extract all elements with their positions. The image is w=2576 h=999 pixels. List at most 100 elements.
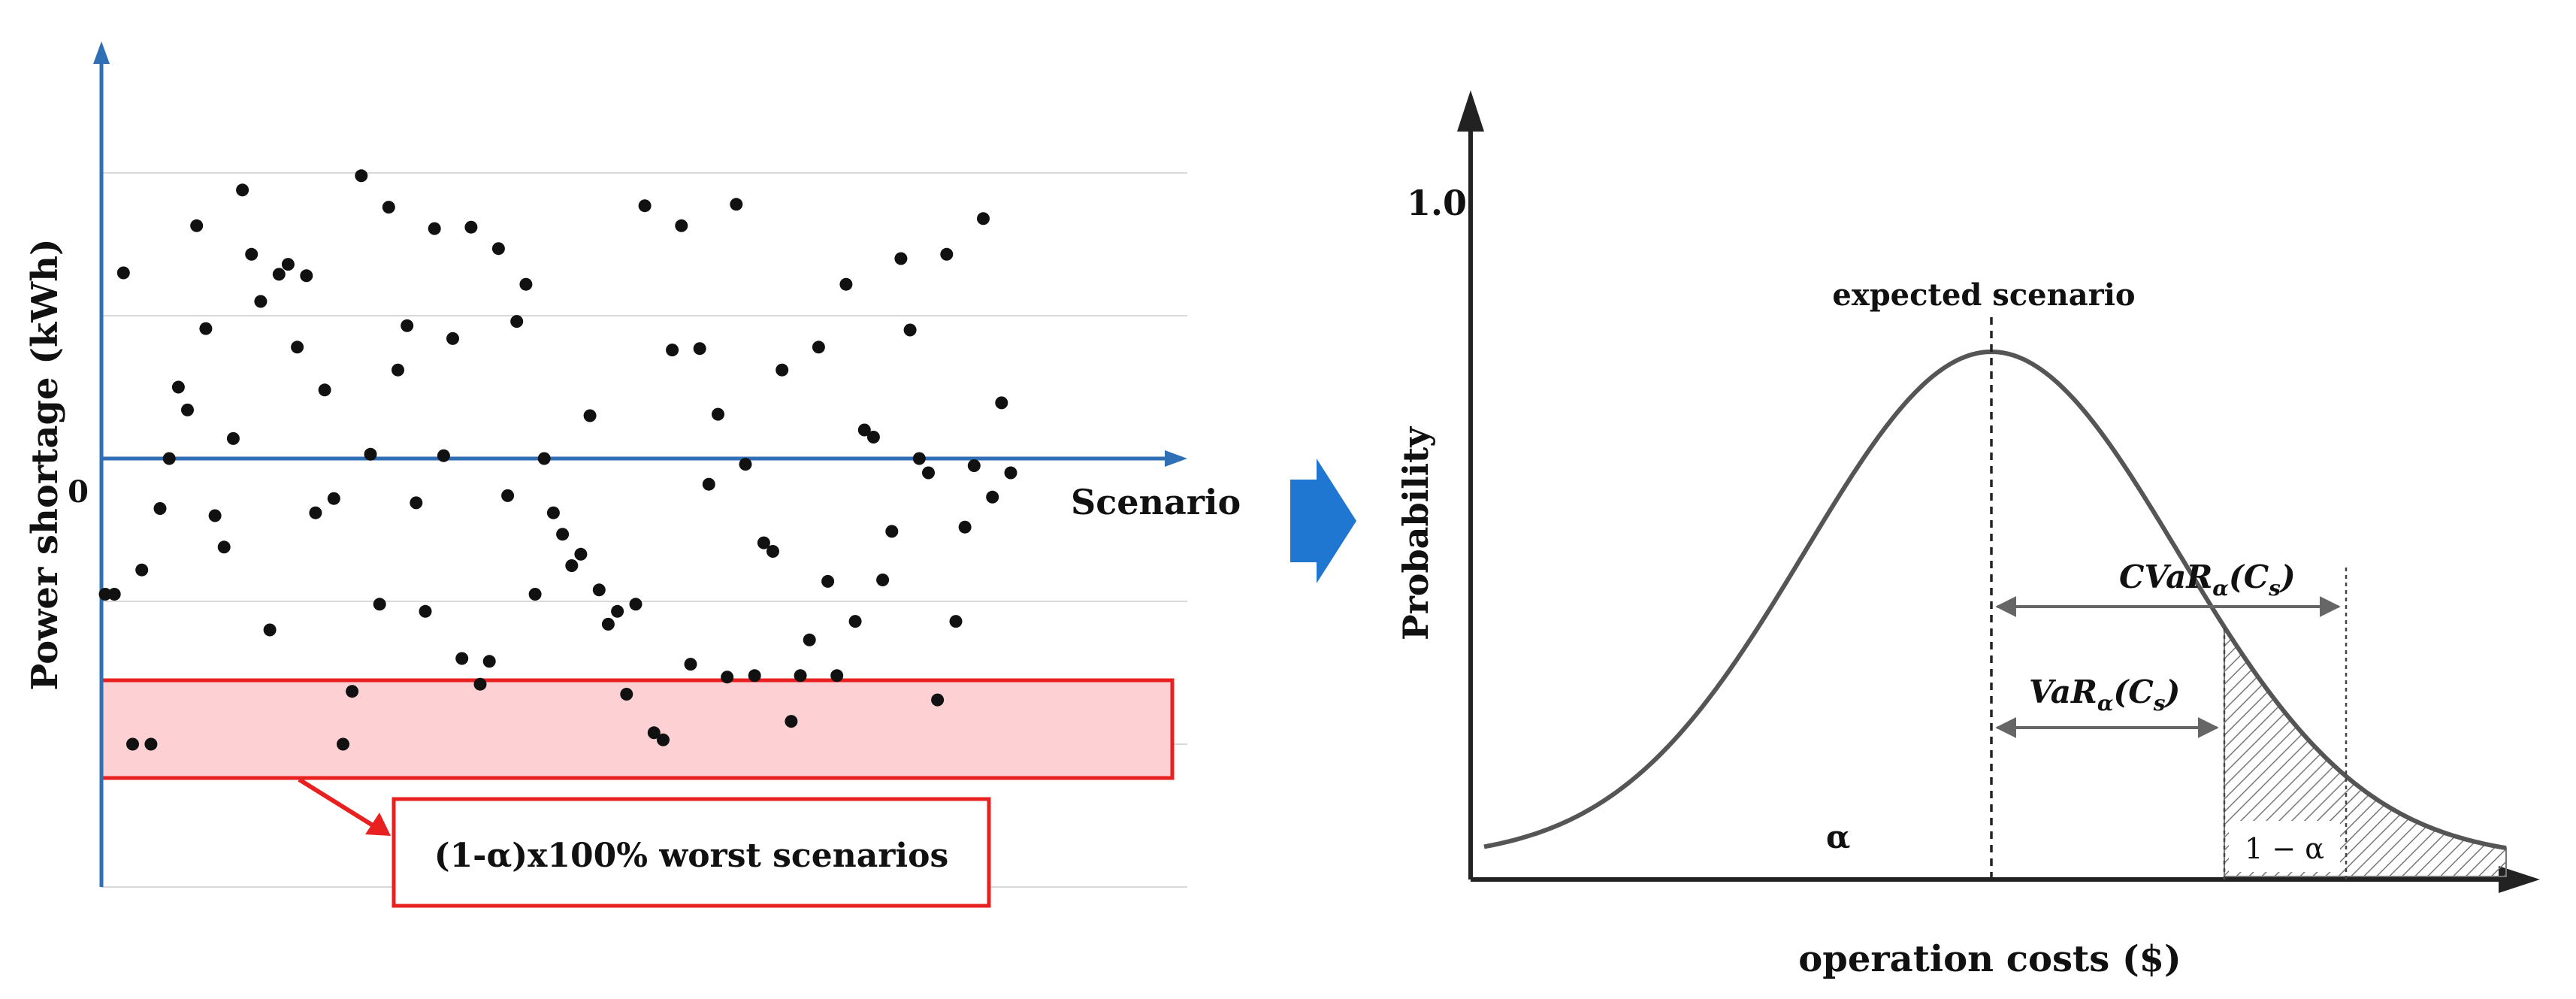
prob-x-axis-arrowhead bbox=[2499, 866, 2540, 893]
scatter-point-67 bbox=[702, 477, 715, 491]
worst-scenarios-band bbox=[99, 678, 1175, 780]
scatter-point-42 bbox=[473, 677, 487, 691]
scatter-point-94 bbox=[949, 615, 963, 628]
scatter-point-76 bbox=[785, 715, 798, 728]
scatter-point-8 bbox=[162, 452, 176, 465]
scatter-point-75 bbox=[776, 363, 789, 377]
scatter-point-19 bbox=[263, 623, 277, 637]
scatter-point-68 bbox=[712, 407, 724, 421]
scatter-point-9 bbox=[171, 380, 185, 394]
scatter-point-35 bbox=[410, 496, 423, 510]
scatter-point-59 bbox=[629, 598, 642, 611]
scatter-point-63 bbox=[666, 344, 679, 357]
expected-scenario-label: expected scenario bbox=[1832, 277, 2135, 313]
scatter-point-27 bbox=[337, 737, 349, 751]
scatter-point-77 bbox=[794, 669, 807, 683]
transition-arrow bbox=[1290, 459, 1356, 583]
scatter-point-82 bbox=[839, 277, 853, 291]
scatter-point-28 bbox=[346, 685, 359, 698]
scatter-point-83 bbox=[848, 615, 862, 628]
scatter-point-2 bbox=[107, 588, 121, 601]
prob-y-axis-arrowhead bbox=[1457, 90, 1484, 132]
scatter-point-30 bbox=[364, 447, 377, 461]
scatter-point-52 bbox=[565, 559, 579, 572]
scatter-point-14 bbox=[217, 540, 231, 554]
scatter-point-1 bbox=[98, 588, 112, 601]
scatter-points bbox=[98, 169, 1017, 751]
scatter-point-91 bbox=[922, 466, 935, 480]
scatter-point-47 bbox=[519, 277, 533, 291]
scatter-point-84 bbox=[857, 423, 871, 437]
y-tick-label: 1.0 bbox=[1407, 183, 1467, 223]
scatter-point-29 bbox=[355, 169, 368, 183]
scatter-point-89 bbox=[903, 323, 917, 337]
scatter-point-13 bbox=[208, 509, 222, 522]
scatter-point-57 bbox=[611, 604, 624, 618]
scatter-point-66 bbox=[693, 342, 706, 356]
scatter-point-78 bbox=[803, 633, 816, 646]
tail-label: 1 − α bbox=[2245, 832, 2324, 865]
scatter-point-54 bbox=[583, 409, 597, 422]
y-axis-arrowhead bbox=[93, 41, 110, 64]
scatter-point-86 bbox=[876, 574, 890, 586]
scatter-point-3 bbox=[116, 266, 130, 280]
scatter-point-95 bbox=[958, 520, 972, 534]
scatter-point-96 bbox=[967, 459, 981, 472]
scatter-point-20 bbox=[272, 268, 286, 281]
distribution-panel: 1.0 Probability operation costs ($) expe… bbox=[1395, 90, 2540, 980]
scatter-point-36 bbox=[419, 604, 432, 618]
scatter-point-25 bbox=[318, 383, 331, 397]
callout-arrowhead bbox=[365, 813, 391, 836]
scatter-point-48 bbox=[528, 588, 542, 601]
scatter-point-24 bbox=[309, 506, 322, 519]
scatter-point-4 bbox=[126, 737, 139, 751]
scatter-point-12 bbox=[199, 322, 213, 335]
scatter-point-92 bbox=[931, 693, 945, 707]
scatter-point-45 bbox=[501, 489, 515, 502]
scatter-point-17 bbox=[245, 247, 259, 261]
scatter-point-74 bbox=[766, 545, 779, 558]
scatter-point-40 bbox=[455, 652, 469, 665]
scatter-point-22 bbox=[291, 341, 304, 354]
scatter-point-51 bbox=[556, 528, 570, 541]
scatter-point-23 bbox=[300, 269, 313, 283]
scatter-point-100 bbox=[1004, 466, 1017, 480]
scatter-point-7 bbox=[153, 502, 167, 515]
alpha-label: α bbox=[1826, 819, 1850, 855]
scatter-point-93 bbox=[940, 247, 954, 261]
scatter-panel: 0 Scenario Power shortage (kWh) (1-α)x10… bbox=[24, 41, 1241, 908]
scatter-point-70 bbox=[730, 198, 743, 211]
scatter-point-56 bbox=[601, 617, 615, 631]
scatter-point-80 bbox=[821, 574, 835, 588]
prob-y-axis-label: Probability bbox=[1395, 426, 1436, 640]
cvar-label: CVaRα(Cs) bbox=[2119, 559, 2296, 601]
y-axis-label: Power shortage (kWh) bbox=[24, 238, 66, 690]
scatter-point-41 bbox=[464, 220, 478, 234]
scatter-point-43 bbox=[482, 655, 496, 668]
var-label: VaRα(Cs) bbox=[2029, 674, 2180, 716]
scatter-point-32 bbox=[382, 201, 395, 214]
scatter-point-55 bbox=[592, 583, 606, 597]
scatter-point-72 bbox=[748, 669, 761, 683]
scatter-point-10 bbox=[181, 403, 194, 416]
tail-label-box bbox=[2229, 821, 2340, 872]
scatter-point-11 bbox=[190, 219, 204, 232]
scatter-point-64 bbox=[675, 219, 688, 232]
scatter-point-87 bbox=[885, 525, 899, 538]
scatter-point-39 bbox=[446, 331, 459, 345]
scatter-point-58 bbox=[620, 688, 633, 701]
scatter-point-62 bbox=[657, 733, 670, 746]
scatter-point-34 bbox=[401, 319, 414, 332]
scatter-point-61 bbox=[647, 726, 661, 740]
scatter-point-37 bbox=[428, 222, 441, 235]
prob-x-axis-label: operation costs ($) bbox=[1798, 938, 2181, 980]
worst-band-label: (1-α)x100% worst scenarios bbox=[434, 837, 948, 875]
scatter-point-16 bbox=[236, 183, 249, 197]
scatter-point-81 bbox=[830, 669, 844, 683]
scatter-point-15 bbox=[226, 431, 240, 445]
zero-label: 0 bbox=[68, 474, 89, 510]
scatter-point-26 bbox=[327, 492, 340, 505]
scatter-point-53 bbox=[574, 547, 588, 561]
scatter-point-99 bbox=[995, 396, 1008, 410]
